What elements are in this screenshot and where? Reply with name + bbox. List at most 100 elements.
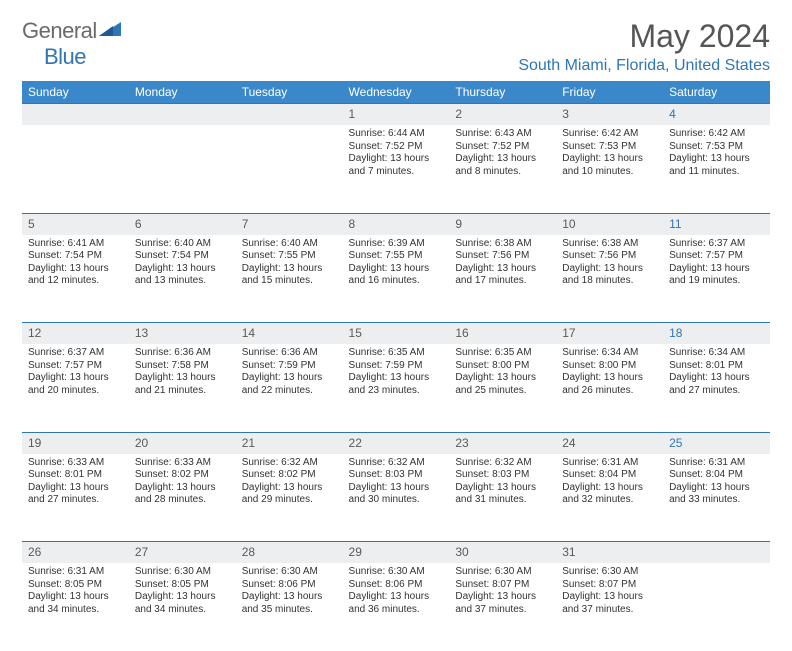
day-cell: Sunrise: 6:32 AMSunset: 8:03 PMDaylight:… xyxy=(449,454,556,542)
sunrise-line: Sunrise: 6:37 AM xyxy=(669,238,764,251)
sunrise-line: Sunrise: 6:34 AM xyxy=(562,347,657,360)
daylight-line: Daylight: 13 hours and 16 minutes. xyxy=(349,263,444,288)
content-row: Sunrise: 6:33 AMSunset: 8:01 PMDaylight:… xyxy=(22,454,770,542)
day-cell: Sunrise: 6:39 AMSunset: 7:55 PMDaylight:… xyxy=(343,235,450,323)
weekday-header: Saturday xyxy=(663,81,770,104)
sunset-line: Sunset: 8:02 PM xyxy=(135,469,230,482)
day-cell: Sunrise: 6:42 AMSunset: 7:53 PMDaylight:… xyxy=(556,125,663,213)
daylight-line: Daylight: 13 hours and 32 minutes. xyxy=(562,482,657,507)
sunrise-line: Sunrise: 6:30 AM xyxy=(455,566,550,579)
day-cell: Sunrise: 6:30 AMSunset: 8:07 PMDaylight:… xyxy=(556,563,663,651)
day-cell-body: Sunrise: 6:41 AMSunset: 7:54 PMDaylight:… xyxy=(22,235,129,294)
day-number: 29 xyxy=(343,542,450,564)
daylight-line: Daylight: 13 hours and 35 minutes. xyxy=(242,591,337,616)
content-row: Sunrise: 6:44 AMSunset: 7:52 PMDaylight:… xyxy=(22,125,770,213)
daylight-line: Daylight: 13 hours and 25 minutes. xyxy=(455,372,550,397)
sunset-line: Sunset: 8:03 PM xyxy=(349,469,444,482)
sunrise-line: Sunrise: 6:41 AM xyxy=(28,238,123,251)
day-number: 23 xyxy=(449,432,556,454)
day-cell-body: Sunrise: 6:33 AMSunset: 8:01 PMDaylight:… xyxy=(22,454,129,513)
day-cell-body: Sunrise: 6:30 AMSunset: 8:06 PMDaylight:… xyxy=(236,563,343,622)
day-cell: Sunrise: 6:31 AMSunset: 8:04 PMDaylight:… xyxy=(663,454,770,542)
day-number: 7 xyxy=(236,213,343,235)
sunset-line: Sunset: 8:02 PM xyxy=(242,469,337,482)
sunset-line: Sunset: 7:56 PM xyxy=(562,250,657,263)
day-cell xyxy=(22,125,129,213)
day-number xyxy=(129,104,236,126)
day-number: 26 xyxy=(22,542,129,564)
day-cell: Sunrise: 6:31 AMSunset: 8:04 PMDaylight:… xyxy=(556,454,663,542)
sunrise-line: Sunrise: 6:30 AM xyxy=(242,566,337,579)
day-number: 16 xyxy=(449,323,556,345)
sunrise-line: Sunrise: 6:38 AM xyxy=(455,238,550,251)
day-cell: Sunrise: 6:40 AMSunset: 7:54 PMDaylight:… xyxy=(129,235,236,323)
sunset-line: Sunset: 7:52 PM xyxy=(349,141,444,154)
logo-triangle-icon xyxy=(99,20,121,36)
sunrise-line: Sunrise: 6:32 AM xyxy=(242,457,337,470)
month-title: May 2024 xyxy=(518,18,770,55)
day-cell: Sunrise: 6:31 AMSunset: 8:05 PMDaylight:… xyxy=(22,563,129,651)
page-header: General Blue May 2024 South Miami, Flori… xyxy=(22,18,770,75)
sunset-line: Sunset: 7:55 PM xyxy=(349,250,444,263)
sunrise-line: Sunrise: 6:37 AM xyxy=(28,347,123,360)
day-cell: Sunrise: 6:41 AMSunset: 7:54 PMDaylight:… xyxy=(22,235,129,323)
day-number: 6 xyxy=(129,213,236,235)
day-cell: Sunrise: 6:33 AMSunset: 8:02 PMDaylight:… xyxy=(129,454,236,542)
daylight-line: Daylight: 13 hours and 12 minutes. xyxy=(28,263,123,288)
daylight-line: Daylight: 13 hours and 23 minutes. xyxy=(349,372,444,397)
daylight-line: Daylight: 13 hours and 27 minutes. xyxy=(669,372,764,397)
sunrise-line: Sunrise: 6:32 AM xyxy=(455,457,550,470)
daylight-line: Daylight: 13 hours and 29 minutes. xyxy=(242,482,337,507)
day-cell: Sunrise: 6:30 AMSunset: 8:07 PMDaylight:… xyxy=(449,563,556,651)
day-cell-body: Sunrise: 6:30 AMSunset: 8:07 PMDaylight:… xyxy=(449,563,556,622)
daylight-line: Daylight: 13 hours and 27 minutes. xyxy=(28,482,123,507)
sunrise-line: Sunrise: 6:33 AM xyxy=(28,457,123,470)
day-cell: Sunrise: 6:44 AMSunset: 7:52 PMDaylight:… xyxy=(343,125,450,213)
day-cell-body: Sunrise: 6:35 AMSunset: 7:59 PMDaylight:… xyxy=(343,344,450,403)
day-number: 31 xyxy=(556,542,663,564)
day-cell: Sunrise: 6:34 AMSunset: 8:00 PMDaylight:… xyxy=(556,344,663,432)
day-number: 13 xyxy=(129,323,236,345)
daylight-line: Daylight: 13 hours and 8 minutes. xyxy=(455,153,550,178)
day-cell-body: Sunrise: 6:31 AMSunset: 8:04 PMDaylight:… xyxy=(663,454,770,513)
daylight-line: Daylight: 13 hours and 7 minutes. xyxy=(349,153,444,178)
day-number xyxy=(663,542,770,564)
daynum-row: 262728293031 xyxy=(22,542,770,564)
day-number xyxy=(22,104,129,126)
day-cell-body: Sunrise: 6:33 AMSunset: 8:02 PMDaylight:… xyxy=(129,454,236,513)
day-cell-body: Sunrise: 6:32 AMSunset: 8:03 PMDaylight:… xyxy=(449,454,556,513)
day-cell: Sunrise: 6:30 AMSunset: 8:05 PMDaylight:… xyxy=(129,563,236,651)
location-title: South Miami, Florida, United States xyxy=(518,57,770,75)
sunrise-line: Sunrise: 6:40 AM xyxy=(135,238,230,251)
logo: General Blue xyxy=(22,18,121,70)
day-cell: Sunrise: 6:42 AMSunset: 7:53 PMDaylight:… xyxy=(663,125,770,213)
logo-blue: Blue xyxy=(44,44,86,69)
day-number: 22 xyxy=(343,432,450,454)
sunset-line: Sunset: 7:55 PM xyxy=(242,250,337,263)
weekday-header: Sunday xyxy=(22,81,129,104)
sunset-line: Sunset: 8:05 PM xyxy=(28,579,123,592)
sunset-line: Sunset: 8:04 PM xyxy=(669,469,764,482)
day-cell-body: Sunrise: 6:30 AMSunset: 8:06 PMDaylight:… xyxy=(343,563,450,622)
weekday-header: Tuesday xyxy=(236,81,343,104)
daylight-line: Daylight: 13 hours and 33 minutes. xyxy=(669,482,764,507)
day-number: 4 xyxy=(663,104,770,126)
content-row: Sunrise: 6:41 AMSunset: 7:54 PMDaylight:… xyxy=(22,235,770,323)
sunset-line: Sunset: 8:07 PM xyxy=(562,579,657,592)
sunset-line: Sunset: 7:59 PM xyxy=(242,360,337,373)
calendar-page: General Blue May 2024 South Miami, Flori… xyxy=(0,0,792,651)
sunrise-line: Sunrise: 6:40 AM xyxy=(242,238,337,251)
day-cell-body: Sunrise: 6:42 AMSunset: 7:53 PMDaylight:… xyxy=(556,125,663,184)
daylight-line: Daylight: 13 hours and 37 minutes. xyxy=(562,591,657,616)
day-number: 10 xyxy=(556,213,663,235)
logo-general: General xyxy=(22,18,97,43)
daylight-line: Daylight: 13 hours and 26 minutes. xyxy=(562,372,657,397)
day-number: 30 xyxy=(449,542,556,564)
day-number: 15 xyxy=(343,323,450,345)
sunrise-line: Sunrise: 6:44 AM xyxy=(349,128,444,141)
sunrise-line: Sunrise: 6:30 AM xyxy=(349,566,444,579)
day-number: 18 xyxy=(663,323,770,345)
daylight-line: Daylight: 13 hours and 18 minutes. xyxy=(562,263,657,288)
day-number: 12 xyxy=(22,323,129,345)
day-cell-body: Sunrise: 6:36 AMSunset: 7:58 PMDaylight:… xyxy=(129,344,236,403)
